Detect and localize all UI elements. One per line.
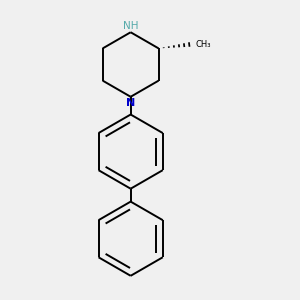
- Text: CH₃: CH₃: [195, 40, 211, 49]
- Text: N: N: [126, 98, 135, 108]
- Text: NH: NH: [123, 21, 138, 31]
